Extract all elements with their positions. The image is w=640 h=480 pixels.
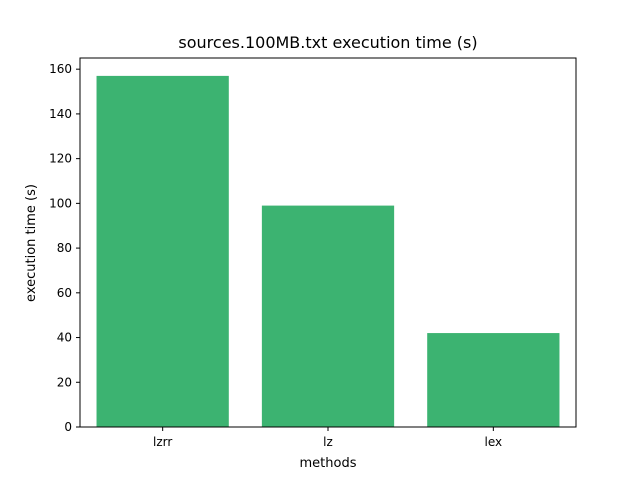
y-axis-ticks: 0 20 40 60 80 100 120 140 160 [49, 62, 80, 434]
y-tick-label-60: 60 [57, 286, 72, 300]
x-tick-label-lzrr: lzrr [153, 435, 172, 449]
y-tick-label-80: 80 [57, 241, 72, 255]
bar-lex [427, 333, 560, 427]
y-tick-label-140: 140 [49, 107, 72, 121]
x-tick-label-lex: lex [485, 435, 503, 449]
y-tick-label-40: 40 [57, 331, 72, 345]
x-tick-label-lz: lz [323, 435, 333, 449]
bar-lzrr [96, 75, 229, 427]
chart-title: sources.100MB.txt execution time (s) [178, 33, 477, 52]
x-axis-label: methods [300, 456, 357, 471]
plot-frame [79, 57, 577, 428]
y-tick-label-120: 120 [49, 152, 72, 166]
x-axis-ticks: lzrr lz lex [153, 427, 502, 449]
bar-lz [261, 205, 395, 427]
bars-group [96, 75, 560, 427]
y-axis-label: execution time (s) [24, 184, 39, 302]
y-tick-label-160: 160 [49, 62, 72, 76]
y-tick-label-20: 20 [57, 375, 72, 389]
y-tick-label-100: 100 [49, 196, 72, 210]
y-tick-label-0: 0 [64, 420, 72, 434]
